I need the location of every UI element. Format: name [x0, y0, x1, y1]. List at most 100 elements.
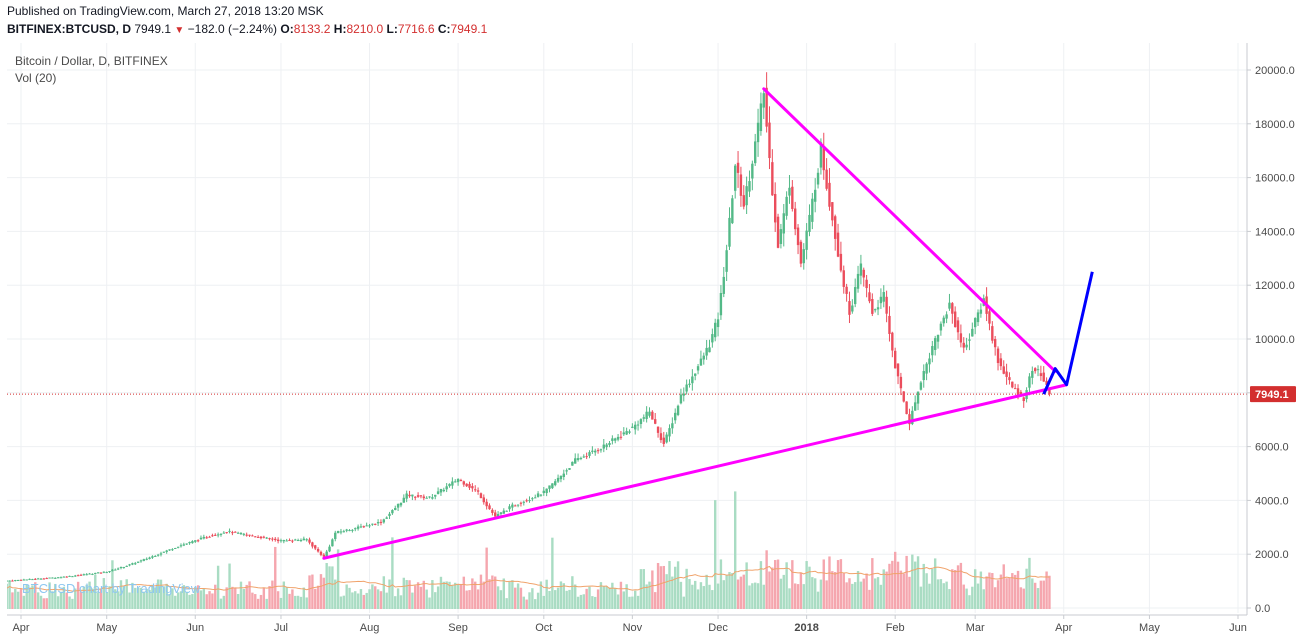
candle-body: [565, 470, 568, 472]
volume-bar: [79, 591, 83, 609]
candle-body: [368, 525, 371, 527]
volume-bar: [494, 576, 497, 609]
candle-body: [1005, 371, 1008, 377]
candle-body: [505, 510, 508, 512]
volume-bar: [836, 560, 840, 609]
volume-bar: [311, 574, 314, 609]
volume-bar: [288, 593, 291, 609]
candlesticks: [0, 72, 1051, 583]
candle-body: [571, 461, 574, 466]
volume-bar: [442, 581, 446, 609]
candle-body: [1031, 370, 1034, 378]
volume-bar: [791, 560, 794, 609]
volume-bar: [753, 582, 757, 609]
volume-bar: [845, 582, 848, 609]
volume-bar: [873, 578, 877, 609]
volume-bar: [411, 592, 414, 609]
candle-body: [271, 538, 274, 540]
volume-bar: [771, 567, 774, 609]
volume-bar: [94, 574, 97, 609]
candle-body: [851, 305, 854, 312]
volume-bar: [28, 587, 31, 609]
candle-body: [254, 536, 257, 538]
candle-body: [499, 512, 503, 515]
volume-bar: [216, 565, 220, 609]
volume-bar: [614, 588, 617, 609]
volume-bar: [88, 581, 91, 609]
candle-body: [154, 555, 157, 557]
candle-body: [171, 549, 174, 551]
volume-bar: [608, 587, 611, 609]
candle-body: [751, 163, 754, 179]
candle-body: [582, 456, 585, 458]
candle-body: [865, 279, 868, 289]
candle-body: [336, 531, 340, 534]
candle-body: [745, 186, 748, 206]
volume-bar: [279, 597, 283, 609]
volume-bar: [99, 589, 103, 609]
candle-body: [536, 493, 540, 497]
volume-bar: [414, 585, 417, 609]
price-chart[interactable]: 0.02000.04000.06000.08000.010000.012000.…: [0, 43, 1312, 637]
candle-body: [719, 292, 723, 316]
candle-body: [591, 450, 594, 452]
volume-bar: [714, 500, 717, 609]
candle-body: [159, 553, 163, 555]
candle-body: [231, 532, 234, 534]
volume-bar: [651, 570, 654, 609]
volume-bar: [374, 586, 377, 609]
volume-bar: [879, 584, 883, 609]
candle-body: [191, 541, 194, 544]
candle-body: [645, 411, 648, 419]
volume-bar: [696, 589, 700, 609]
volume-bar: [191, 594, 194, 609]
candle-body: [34, 578, 37, 580]
volume-bar: [199, 590, 203, 609]
volume-bar: [988, 572, 991, 609]
candle-body: [891, 332, 894, 351]
candle-body: [342, 531, 346, 533]
volume-bar: [565, 590, 568, 609]
volume-bar: [851, 583, 854, 609]
candle-body: [902, 391, 905, 402]
candle-body: [731, 198, 734, 224]
volume-bar: [385, 592, 388, 609]
symbol-label: BITFINEX:BTCUSD, D: [7, 22, 131, 36]
volume-bar: [345, 584, 348, 609]
volume-bar: [591, 596, 594, 609]
volume-bar: [248, 581, 251, 609]
candle-body: [736, 162, 740, 173]
candle-body: [356, 526, 360, 529]
candle-body: [36, 578, 40, 580]
candle-body: [88, 573, 91, 575]
candle-body: [905, 401, 908, 415]
candle-body: [208, 536, 211, 538]
y-tick-label: 14000.0: [1255, 226, 1295, 238]
volume-bar: [454, 582, 457, 609]
volume-bar: [759, 561, 763, 609]
volume-bar: [1048, 575, 1051, 609]
volume-bar: [131, 582, 134, 609]
candle-body: [39, 578, 43, 580]
volume-bar: [579, 594, 583, 609]
candle-body: [925, 363, 928, 374]
open-label: O:: [280, 22, 294, 36]
candle-body: [508, 506, 511, 510]
candle-body: [948, 302, 951, 309]
candle-body: [1019, 391, 1023, 395]
volume-bar: [813, 578, 817, 609]
candle-body: [631, 426, 634, 428]
candle-body: [362, 526, 366, 528]
candle-body: [956, 320, 960, 333]
candle-body: [685, 384, 688, 392]
candle-body: [968, 339, 971, 341]
volume-bar: [876, 577, 880, 609]
volume-ma-line: [0, 565, 1050, 592]
volume-bar: [342, 595, 346, 609]
chart-area[interactable]: 0.02000.04000.06000.08000.010000.012000.…: [0, 43, 1312, 637]
candle-body: [122, 567, 126, 569]
candle-body: [916, 391, 920, 404]
candle-body: [611, 438, 614, 441]
volume-bar: [991, 573, 994, 609]
candle-body: [676, 405, 680, 415]
